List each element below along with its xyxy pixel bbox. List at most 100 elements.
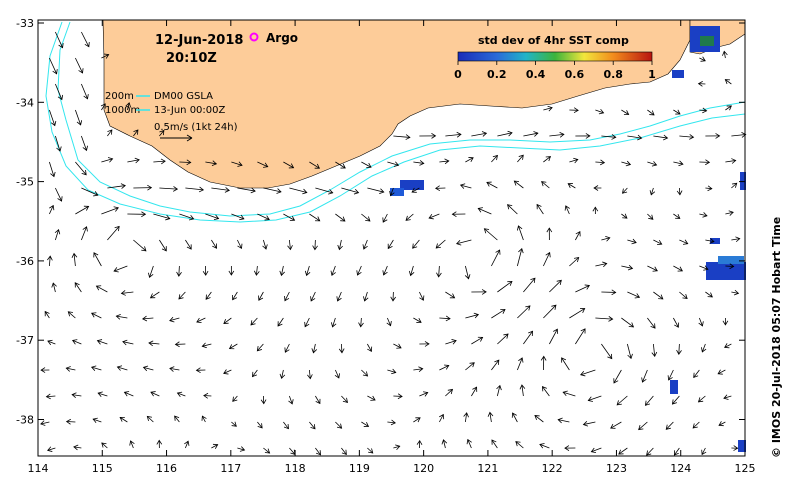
current-vector (489, 412, 492, 423)
current-vector (122, 341, 134, 345)
x-tick-label: 118 (285, 462, 306, 475)
current-vector-head (567, 183, 573, 188)
current-vector (549, 280, 562, 293)
current-vector-head (82, 226, 88, 232)
current-vector-head (393, 161, 400, 167)
current-vector-head (702, 212, 708, 218)
current-vector-head (365, 216, 371, 222)
current-vector-head (390, 296, 396, 302)
current-vector-head (441, 439, 448, 445)
current-vector (601, 237, 610, 241)
current-vector-head (557, 417, 563, 424)
current-vector (699, 213, 708, 217)
current-vector (133, 129, 139, 137)
current-vector-head (649, 190, 656, 196)
map-time: 20:10Z (166, 51, 217, 66)
current-vector-head (649, 110, 655, 116)
current-vector (467, 439, 472, 449)
current-vector (725, 105, 732, 111)
current-vector-head (671, 399, 678, 405)
current-vector (563, 391, 576, 397)
current-vector (439, 365, 449, 371)
current-vector-head (367, 346, 373, 352)
current-vector (621, 213, 628, 219)
current-vector-head (330, 322, 337, 328)
current-vector-head (689, 134, 695, 140)
current-vector-head (656, 239, 663, 246)
current-vector (250, 317, 258, 326)
sst-patches (390, 26, 746, 452)
current-vector-head (500, 309, 506, 314)
current-vector (177, 392, 186, 397)
current-vector-head (169, 366, 175, 372)
current-vector-head (542, 385, 547, 392)
current-vector-head (156, 439, 163, 445)
current-vector (699, 317, 703, 327)
current-vector-head (428, 214, 434, 220)
current-vector (143, 366, 154, 371)
current-vector (169, 317, 180, 322)
contour-1000m (45, 21, 746, 223)
current-vector-head (252, 371, 258, 378)
current-vector (549, 328, 558, 345)
current-vector-head (174, 341, 180, 348)
current-vector (335, 369, 340, 379)
current-vector-head (709, 238, 715, 244)
current-vector (613, 369, 622, 384)
current-vector-head (665, 424, 671, 430)
current-vector (653, 291, 664, 300)
current-vector-head (202, 270, 209, 276)
current-vector-head (676, 190, 683, 196)
current-vector (646, 447, 654, 456)
current-vector (202, 415, 206, 423)
current-vector (47, 340, 56, 345)
current-vector (647, 213, 654, 220)
current-vector (107, 226, 120, 241)
current-vector (456, 239, 472, 245)
current-vector-head (545, 251, 551, 258)
current-vector (49, 109, 56, 126)
current-vector-head (195, 367, 201, 374)
colorbar-tick-label: 0.8 (603, 68, 623, 81)
y-tick-label: -37 (16, 334, 34, 347)
current-vector-head (536, 203, 542, 210)
current-vector (52, 282, 56, 293)
current-vector (81, 31, 90, 47)
current-vector-head (621, 188, 628, 194)
current-vector-head (608, 316, 614, 322)
current-vector-head (71, 252, 78, 258)
current-vector-head (232, 396, 238, 402)
current-vector-head (148, 272, 154, 279)
current-vector-head (304, 321, 310, 328)
current-vector-head (231, 421, 237, 427)
current-vector (419, 392, 428, 397)
current-vector-head (92, 417, 98, 424)
current-vector-head (44, 310, 50, 317)
colorbar-tick-label: 0 (454, 68, 462, 81)
current-vector-head (518, 154, 524, 160)
current-vector-head (310, 296, 316, 302)
current-vector-head (423, 391, 429, 397)
current-vector (335, 161, 346, 169)
current-vector (252, 369, 258, 377)
current-vector (595, 263, 607, 267)
current-vector-head (408, 270, 415, 277)
current-vector-head (358, 322, 364, 328)
current-vector-head (435, 185, 441, 192)
current-vector (335, 421, 342, 429)
current-vector-head (516, 225, 523, 231)
current-vector (81, 226, 87, 241)
current-vector-head (530, 277, 536, 283)
current-vector (142, 317, 154, 320)
current-vector-head (466, 438, 472, 445)
current-vector-head (700, 56, 706, 62)
current-vector-head (161, 246, 167, 252)
current-vector (471, 336, 483, 345)
current-vector (616, 395, 628, 406)
product-time: 13-Jun 00:00Z (154, 105, 226, 116)
current-vector-head (731, 158, 737, 164)
current-vector-head (260, 399, 267, 405)
current-vector (575, 328, 586, 345)
current-vector-head (693, 372, 699, 379)
current-vector-head (717, 369, 723, 375)
